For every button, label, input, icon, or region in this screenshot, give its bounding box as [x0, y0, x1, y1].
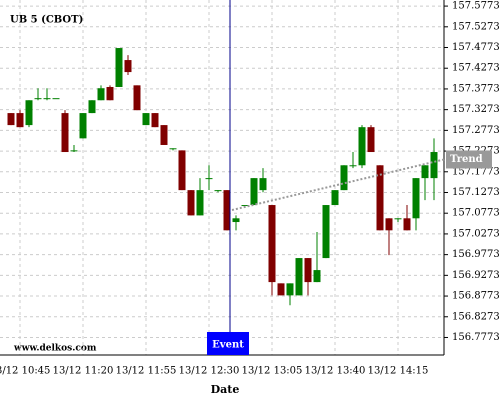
candle-body — [187, 190, 195, 216]
candle-body — [7, 113, 15, 126]
chart-title: UB 5 (CBOT) — [10, 15, 83, 26]
candle-body — [358, 127, 366, 166]
y-tick-label: 157.3773 — [452, 83, 500, 94]
candle-body — [178, 150, 186, 191]
candle-body — [79, 113, 87, 139]
candle-body — [421, 165, 429, 179]
candle-body — [214, 190, 222, 192]
trend-label: Trend — [450, 154, 483, 165]
candle-body — [331, 190, 339, 206]
candle-body — [25, 100, 33, 126]
candle-body — [403, 218, 411, 231]
y-tick-label: 156.7773 — [452, 332, 500, 343]
candle-body — [223, 190, 231, 231]
candle-body — [277, 283, 285, 296]
y-tick-label: 156.9773 — [452, 249, 500, 260]
candle-body — [115, 48, 123, 87]
candle-body — [16, 113, 24, 128]
x-tick-label: 13/12 13:05 — [242, 366, 303, 377]
candle-body — [43, 98, 51, 100]
candle-body — [142, 113, 150, 126]
x-tick-label: 13/12 12:30 — [179, 366, 240, 377]
y-tick-label: 156.8773 — [452, 291, 500, 302]
y-tick-label: 157.5273 — [452, 21, 500, 32]
candle-body — [61, 113, 69, 153]
candle-body — [412, 178, 420, 219]
candle-body — [205, 178, 213, 180]
candle-body — [34, 98, 42, 100]
candle-body — [367, 127, 375, 153]
x-tick-label: 13/12 11:20 — [53, 366, 114, 377]
candle-body — [322, 205, 330, 259]
candle-body — [340, 165, 348, 191]
candle-body — [70, 150, 78, 152]
event-label: Event — [212, 340, 244, 351]
trend-line — [231, 158, 445, 211]
candle-body — [250, 178, 258, 206]
candle-body — [196, 190, 204, 216]
candle-body — [268, 205, 276, 283]
candle-body — [241, 205, 249, 207]
x-tick-label: 13/12 13:40 — [305, 366, 366, 377]
candle-body — [106, 86, 114, 101]
candle-body — [160, 125, 168, 145]
x-tick-label: 13/12 10:45 — [0, 366, 50, 377]
candle-body — [124, 60, 132, 73]
candle-body — [313, 270, 321, 283]
x-tick-label: 13/12 14:15 — [368, 366, 429, 377]
candle-body — [295, 258, 303, 296]
candle-body — [430, 152, 438, 179]
y-tick-label: 157.1273 — [452, 187, 500, 198]
candle-body — [394, 218, 402, 220]
y-tick-label: 157.4273 — [452, 63, 500, 74]
y-tick-label: 157.3273 — [452, 104, 500, 115]
candle-body — [97, 88, 105, 101]
y-tick-label: 157.2773 — [452, 125, 500, 136]
y-tick-label: 157.0773 — [452, 208, 500, 219]
y-tick-label: 157.5773 — [452, 1, 500, 12]
candle-body — [169, 148, 177, 150]
event-box — [207, 332, 249, 355]
trend-label-box — [446, 150, 492, 169]
candle-body — [349, 165, 357, 167]
candle-body — [376, 165, 384, 231]
x-axis-label: Date — [211, 383, 240, 396]
y-tick-label: 156.9273 — [452, 270, 500, 281]
candle-body — [88, 100, 96, 114]
watermark: www.delkos.com — [13, 344, 97, 354]
candle-body — [133, 85, 141, 111]
y-tick-label: 157.4773 — [452, 42, 500, 53]
y-tick-label: 157.0273 — [452, 228, 500, 239]
candle-body — [232, 218, 240, 223]
candle-body — [385, 218, 393, 231]
candle-body — [52, 98, 60, 100]
y-tick-label: 156.8273 — [452, 311, 500, 322]
y-tick-label: 157.1773 — [452, 166, 500, 177]
candle-body — [304, 258, 312, 283]
candle-body — [286, 283, 294, 296]
x-tick-label: 13/12 11:55 — [116, 366, 177, 377]
candle-body — [151, 113, 159, 128]
candle-body — [259, 178, 267, 191]
